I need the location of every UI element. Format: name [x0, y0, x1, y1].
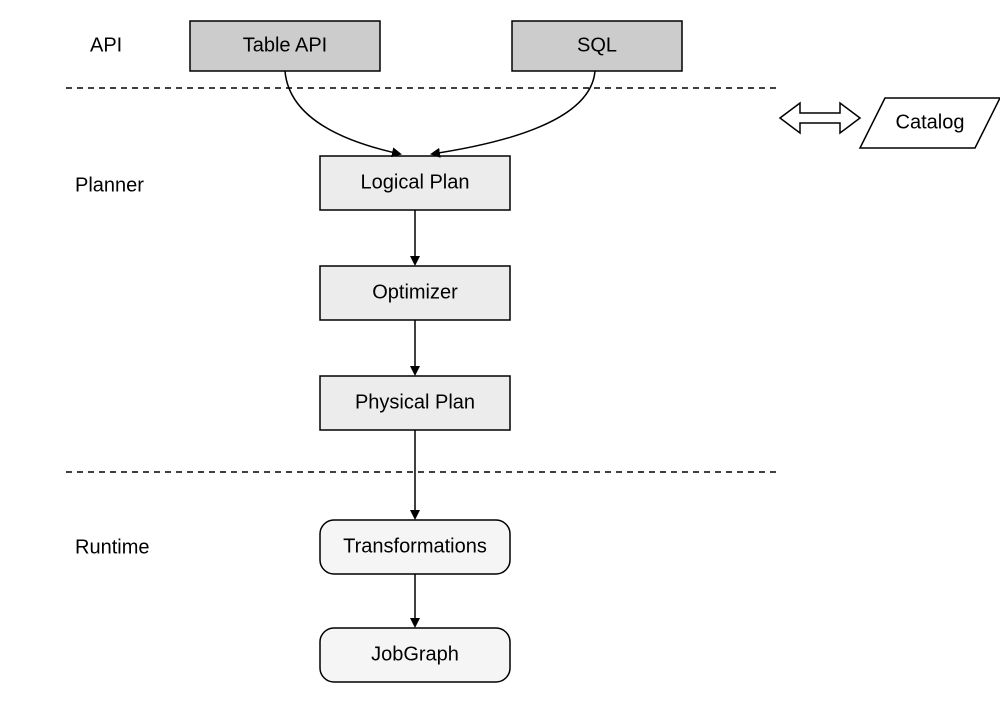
node-logical-plan: Logical Plan [320, 156, 510, 210]
edge-sql-logicalplan [432, 71, 595, 154]
layer-label-runtime: Runtime [75, 536, 149, 558]
node-sql: SQL [512, 21, 682, 71]
node-physical-plan: Physical Plan [320, 376, 510, 430]
svg-text:Table API: Table API [243, 34, 328, 56]
svg-text:Physical Plan: Physical Plan [355, 391, 475, 413]
node-jobgraph: JobGraph [320, 628, 510, 682]
layer-label-planner: Planner [75, 174, 144, 196]
node-transformations: Transformations [320, 520, 510, 574]
svg-text:SQL: SQL [577, 34, 617, 56]
node-optimizer: Optimizer [320, 266, 510, 320]
node-table-api: Table API [190, 21, 380, 71]
node-catalog: Catalog [860, 98, 1000, 148]
svg-text:Optimizer: Optimizer [372, 281, 458, 303]
svg-text:Transformations: Transformations [343, 535, 487, 557]
flink-architecture-diagram: API Planner Runtime Table API SQL Logica… [0, 0, 1000, 706]
svg-text:Catalog: Catalog [896, 111, 965, 133]
svg-text:JobGraph: JobGraph [371, 643, 459, 665]
edge-tableapi-logicalplan [285, 71, 400, 154]
layer-label-api: API [90, 34, 122, 56]
svg-text:Logical Plan: Logical Plan [361, 171, 470, 193]
bi-arrow-planner-catalog [780, 103, 860, 133]
